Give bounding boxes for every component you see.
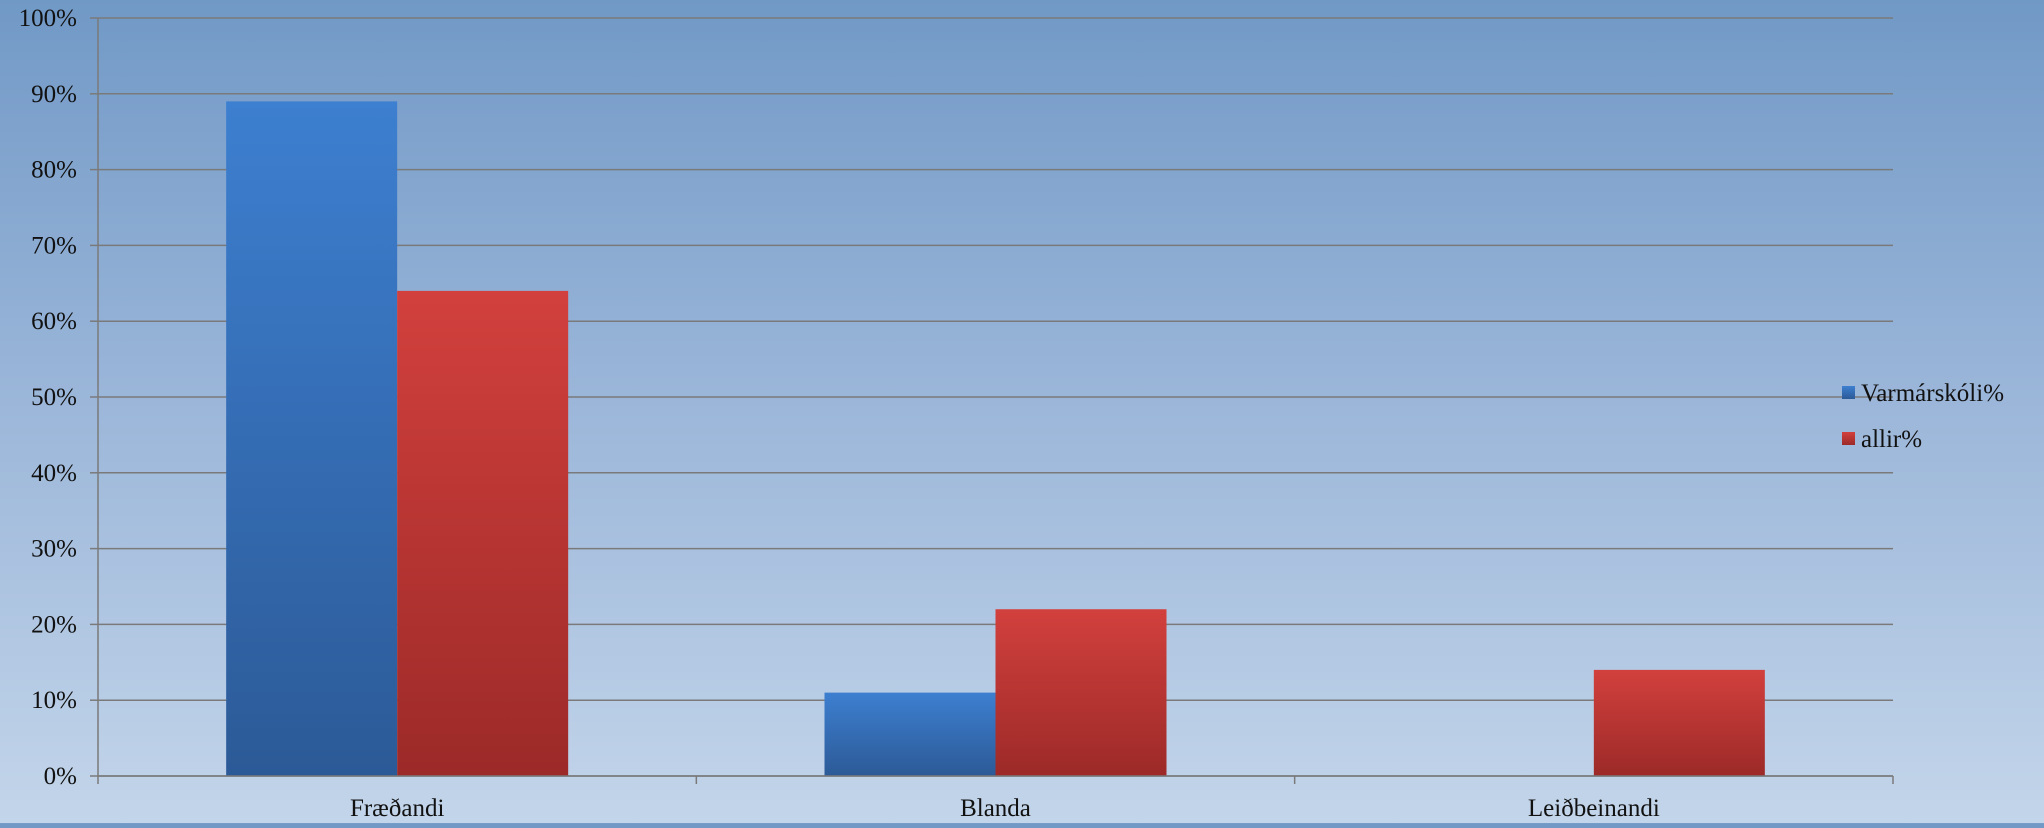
x-tick-label: Leiðbeinandi [1528, 795, 1660, 822]
axes: 0% 10% 20% 30% 40% 50% 60% 70% 80% 90% 100% Fræðand… [19, 5, 1894, 822]
y-tick-label: 20% [31, 611, 77, 638]
bar-varmarskoli [824, 692, 996, 776]
y-tick-label: 90% [31, 81, 77, 108]
legend: Varmárskóli% allir% [1842, 380, 2004, 453]
y-tick-label: 50% [31, 384, 77, 411]
bars [226, 101, 1765, 776]
y-tick-label: 100% [19, 5, 77, 32]
bar-varmarskoli [226, 101, 398, 776]
y-tick-label: 70% [31, 232, 77, 259]
y-tick-label: 0% [44, 763, 77, 790]
bar-allir [995, 609, 1167, 776]
x-tick-label: Blanda [960, 795, 1031, 822]
bar-allir [1593, 669, 1765, 776]
legend-swatch [1842, 432, 1855, 445]
y-tick-label: 30% [31, 536, 77, 563]
y-tick-label: 60% [31, 308, 77, 335]
legend-label: Varmárskóli% [1861, 380, 2004, 407]
legend-swatch [1842, 386, 1855, 399]
x-tick-label: Fræðandi [350, 795, 445, 822]
y-tick-label: 80% [31, 157, 77, 184]
bar-allir [397, 290, 569, 776]
legend-label: allir% [1861, 426, 1922, 453]
y-tick-label: 40% [31, 460, 77, 487]
y-tick-label: 10% [31, 687, 77, 714]
